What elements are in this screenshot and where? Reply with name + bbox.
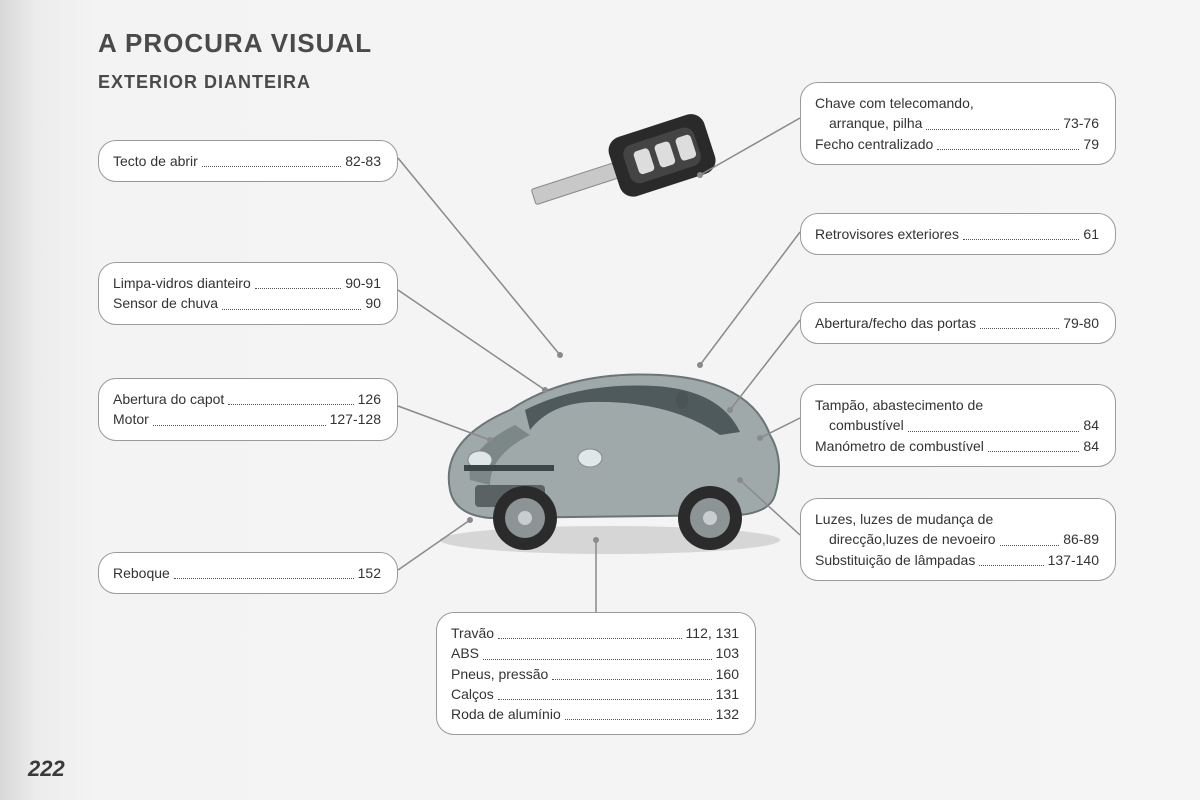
callout-pages: 90 bbox=[365, 293, 381, 313]
callout-row: Roda de alumínio 132 bbox=[451, 704, 739, 724]
callout-pages: 112, 131 bbox=[686, 623, 739, 643]
callout-row: Travão 112, 131 bbox=[451, 623, 739, 643]
callout-row: Substituição de lâmpadas 137-140 bbox=[815, 550, 1099, 570]
leader-dots bbox=[979, 550, 1043, 566]
callout-label: Retrovisores exteriores bbox=[815, 224, 959, 244]
leader-dots bbox=[980, 313, 1059, 329]
callout-pages: 90-91 bbox=[345, 273, 381, 293]
callout-label: Sensor de chuva bbox=[113, 293, 218, 313]
callout-row: direcção,luzes de nevoeiro 86-89 bbox=[815, 529, 1099, 549]
callout-pages: 127-128 bbox=[330, 409, 381, 429]
callout-row: Tampão, abastecimento de bbox=[815, 395, 1099, 415]
callout-pages: 131 bbox=[716, 684, 739, 704]
callout-row: Pneus, pressão 160 bbox=[451, 664, 739, 684]
callout-row: Manómetro de combustível 84 bbox=[815, 436, 1099, 456]
manual-page: A PROCURA VISUAL EXTERIOR DIANTEIRA bbox=[0, 0, 1200, 800]
leader-dots bbox=[202, 151, 341, 167]
leader-dots bbox=[565, 704, 712, 720]
callout-label: Calços bbox=[451, 684, 494, 704]
key-illustration bbox=[520, 100, 740, 240]
callout-label: Tecto de abrir bbox=[113, 151, 198, 171]
callout-label: Tampão, abastecimento de bbox=[815, 395, 983, 415]
callout-pages: 137-140 bbox=[1048, 550, 1099, 570]
leader-dots bbox=[1000, 529, 1060, 545]
leader-dots bbox=[988, 436, 1080, 452]
leader-dots bbox=[926, 113, 1059, 129]
callout-c6: Chave com telecomando,arranque, pilha 73-… bbox=[800, 82, 1116, 165]
leader-dots bbox=[963, 224, 1079, 240]
callout-row: Fecho centralizado 79 bbox=[815, 134, 1099, 154]
callout-pages: 84 bbox=[1083, 436, 1099, 456]
callout-label: direcção,luzes de nevoeiro bbox=[829, 529, 996, 549]
callout-c1: Tecto de abrir 82-83 bbox=[98, 140, 398, 182]
leader-dots bbox=[153, 409, 326, 425]
leader-dots bbox=[498, 623, 681, 639]
page-title: A PROCURA VISUAL bbox=[98, 28, 372, 59]
callout-c5: Travão112, 131ABS103Pneus, pressão160Cal… bbox=[436, 612, 756, 735]
callout-label: Abertura do capot bbox=[113, 389, 224, 409]
callout-row: ABS 103 bbox=[451, 643, 739, 663]
callout-row: Abertura do capot 126 bbox=[113, 389, 381, 409]
car-illustration bbox=[420, 340, 800, 560]
leader-dots bbox=[255, 273, 341, 289]
callout-label: Abertura/fecho das portas bbox=[815, 313, 976, 333]
callout-c10: Luzes, luzes de mudança dedirecção,luzes… bbox=[800, 498, 1116, 581]
callout-pages: 160 bbox=[716, 664, 739, 684]
callout-label: Manómetro de combustível bbox=[815, 436, 984, 456]
callout-label: Pneus, pressão bbox=[451, 664, 548, 684]
callout-row: Sensor de chuva 90 bbox=[113, 293, 381, 313]
callout-label: ABS bbox=[451, 643, 479, 663]
callout-row: Chave com telecomando, bbox=[815, 93, 1099, 113]
callout-row: Limpa-vidros dianteiro 90-91 bbox=[113, 273, 381, 293]
callout-label: Fecho centralizado bbox=[815, 134, 933, 154]
leader-dots bbox=[552, 664, 711, 680]
callout-row: Retrovisores exteriores 61 bbox=[815, 224, 1099, 244]
callout-row: Reboque 152 bbox=[113, 563, 381, 583]
callout-pages: 132 bbox=[716, 704, 739, 724]
callout-label: combustível bbox=[829, 415, 904, 435]
callout-c3: Abertura do capot 126 Motor 127-128 bbox=[98, 378, 398, 441]
callout-label: arranque, pilha bbox=[829, 113, 922, 133]
callout-row: Tecto de abrir 82-83 bbox=[113, 151, 381, 171]
leader-dots bbox=[483, 643, 712, 659]
leader-dots bbox=[937, 134, 1079, 150]
callout-c8: Abertura/fecho das portas 79-80 bbox=[800, 302, 1116, 344]
callout-label: Chave com telecomando, bbox=[815, 93, 974, 113]
callout-c2: Limpa-vidros dianteiro90-91Sensor de chu… bbox=[98, 262, 398, 325]
leader-dots bbox=[222, 293, 361, 309]
callout-row: Abertura/fecho das portas 79-80 bbox=[815, 313, 1099, 333]
callout-pages: 73-76 bbox=[1063, 113, 1099, 133]
callout-pages: 84 bbox=[1083, 415, 1099, 435]
leader-dots bbox=[174, 563, 354, 579]
callout-label: Travão bbox=[451, 623, 494, 643]
callout-c9: Tampão, abastecimento decombustível84Man… bbox=[800, 384, 1116, 467]
callout-row: Calços 131 bbox=[451, 684, 739, 704]
callout-pages: 86-89 bbox=[1063, 529, 1099, 549]
callout-pages: 152 bbox=[358, 563, 381, 583]
callout-pages: 103 bbox=[716, 643, 739, 663]
leader-dots bbox=[908, 415, 1080, 431]
callout-label: Limpa-vidros dianteiro bbox=[113, 273, 251, 293]
page-number: 222 bbox=[28, 756, 65, 782]
callout-row: combustível 84 bbox=[815, 415, 1099, 435]
callout-row: Motor 127-128 bbox=[113, 409, 381, 429]
callout-label: Substituição de lâmpadas bbox=[815, 550, 975, 570]
callout-row: Luzes, luzes de mudança de bbox=[815, 509, 1099, 529]
callout-label: Reboque bbox=[113, 563, 170, 583]
callout-c7: Retrovisores exteriores 61 bbox=[800, 213, 1116, 255]
leader-dots bbox=[498, 684, 712, 700]
leader-dots bbox=[228, 389, 353, 405]
callout-pages: 79-80 bbox=[1063, 313, 1099, 333]
callout-pages: 79 bbox=[1083, 134, 1099, 154]
callout-pages: 82-83 bbox=[345, 151, 381, 171]
callout-label: Roda de alumínio bbox=[451, 704, 561, 724]
callout-pages: 61 bbox=[1083, 224, 1099, 244]
callout-c4: Reboque 152 bbox=[98, 552, 398, 594]
callout-label: Motor bbox=[113, 409, 149, 429]
callout-row: arranque, pilha 73-76 bbox=[815, 113, 1099, 133]
page-subtitle: EXTERIOR DIANTEIRA bbox=[98, 72, 311, 93]
callout-label: Luzes, luzes de mudança de bbox=[815, 509, 993, 529]
callout-pages: 126 bbox=[358, 389, 381, 409]
